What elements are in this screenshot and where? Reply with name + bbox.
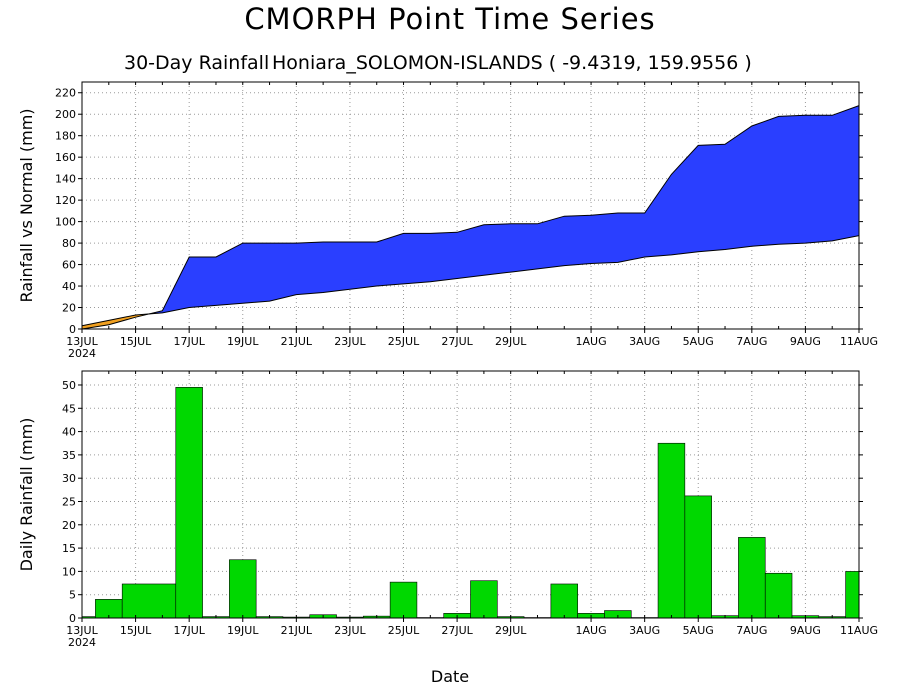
daily-rainfall-bar — [229, 559, 257, 619]
top-x-tick-label: 13JUL — [66, 335, 98, 348]
normal-series-line — [81, 235, 860, 327]
top-x-tick-label: 11AUG — [840, 335, 878, 348]
top-y-tick-label: 220 — [55, 87, 76, 100]
top-x-tick-label: 17JUL — [173, 335, 205, 348]
daily-rainfall-bar — [764, 572, 793, 619]
top-x-tick-label: 19JUL — [227, 335, 259, 348]
bottom-y-tick-label: 10 — [62, 565, 76, 578]
top-x-tick-label: 15JUL — [120, 335, 152, 348]
top-plot-frame — [81, 81, 860, 330]
daily-rainfall-bar — [684, 495, 712, 619]
subtitle-part-a: 30-Day Rainfall — [124, 52, 270, 74]
top-y-tick-label: 100 — [55, 216, 76, 229]
top-y-tick-label: 20 — [62, 302, 76, 315]
bottom-x-tick-label: 23JUL — [334, 624, 366, 637]
bottom-y-tick-label: 45 — [62, 402, 76, 415]
top-y-tick-label: 60 — [62, 259, 76, 272]
top-y-tick-label: 40 — [62, 280, 76, 293]
top-y-tick-label: 120 — [55, 194, 76, 207]
bottom-y-tick-label: 50 — [62, 379, 76, 392]
bottom-y-tick-label: 20 — [62, 519, 76, 532]
top-x-tick-label: 9AUG — [790, 335, 821, 348]
bottom-x-tick-label: 7AUG — [736, 624, 767, 637]
page-title: CMORPH Point Time Series — [244, 2, 656, 36]
bottom-x-tick-label: 21JUL — [281, 624, 313, 637]
bottom-y-tick-label: 30 — [62, 472, 76, 485]
daily-rainfall-bar — [121, 583, 177, 619]
x-axis-title: Date — [431, 667, 469, 686]
bottom-y-tick-label: 15 — [62, 542, 76, 555]
bottom-y-axis-title: Daily Rainfall (mm) — [17, 418, 36, 572]
top-y-tick-label: 80 — [62, 237, 76, 250]
bottom-x-tick-label: 25JUL — [388, 624, 420, 637]
top-x-tick-label: 3AUG — [629, 335, 660, 348]
bottom-y-tick-label: 40 — [62, 426, 76, 439]
daily-rainfall-bar — [657, 442, 686, 619]
top-x-tick-label: 7AUG — [736, 335, 767, 348]
bottom-x-tick-label: 27JUL — [441, 624, 473, 637]
bottom-x-tick-label: 17JUL — [173, 624, 205, 637]
bottom-x-tick-label: 13JUL — [66, 624, 98, 637]
bottom-x-tick-label: 15JUL — [120, 624, 152, 637]
subtitle-part-b: Honiara_SOLOMON-ISLANDS ( -9.4319, 159.9… — [272, 52, 752, 74]
bottom-y-tick-label: 0 — [69, 612, 76, 625]
bottom-x-tick-label: 29JUL — [495, 624, 527, 637]
daily-rainfall-bar — [845, 571, 860, 619]
top-x-tick-label: 5AUG — [683, 335, 714, 348]
top-x-tick-sublabel: 2024 — [68, 347, 96, 360]
top-x-tick-label: 29JUL — [495, 335, 527, 348]
bottom-x-tick-label: 1AUG — [576, 624, 607, 637]
top-x-tick-label: 1AUG — [576, 335, 607, 348]
top-x-tick-label: 23JUL — [334, 335, 366, 348]
daily-rainfall-bar — [175, 387, 203, 619]
bottom-y-tick-label: 25 — [62, 495, 76, 508]
top-y-tick-label: 180 — [55, 130, 76, 143]
above-normal-area — [82, 105, 859, 326]
bottom-x-tick-sublabel: 2024 — [68, 636, 96, 649]
bottom-plot-frame — [81, 370, 860, 619]
bottom-x-tick-label: 19JUL — [227, 624, 259, 637]
top-y-axis-title: Rainfall vs Normal (mm) — [17, 108, 36, 302]
top-x-tick-label: 25JUL — [388, 335, 420, 348]
daily-rainfall-bar — [550, 583, 578, 619]
daily-rainfall-bar — [389, 581, 418, 619]
top-y-tick-label: 160 — [55, 151, 76, 164]
observed-series-line — [81, 105, 860, 330]
top-x-tick-label: 21JUL — [281, 335, 313, 348]
bottom-x-tick-label: 3AUG — [629, 624, 660, 637]
bottom-x-tick-label: 5AUG — [683, 624, 714, 637]
top-x-tick-label: 27JUL — [441, 335, 473, 348]
top-y-tick-label: 0 — [69, 323, 76, 336]
bottom-x-tick-label: 11AUG — [840, 624, 878, 637]
daily-rainfall-bar — [738, 537, 766, 619]
bottom-y-tick-label: 35 — [62, 449, 76, 462]
daily-rainfall-bar — [470, 580, 498, 619]
top-y-tick-label: 200 — [55, 108, 76, 121]
top-y-tick-label: 140 — [55, 173, 76, 186]
bottom-y-tick-label: 5 — [69, 589, 76, 602]
bottom-x-tick-label: 9AUG — [790, 624, 821, 637]
